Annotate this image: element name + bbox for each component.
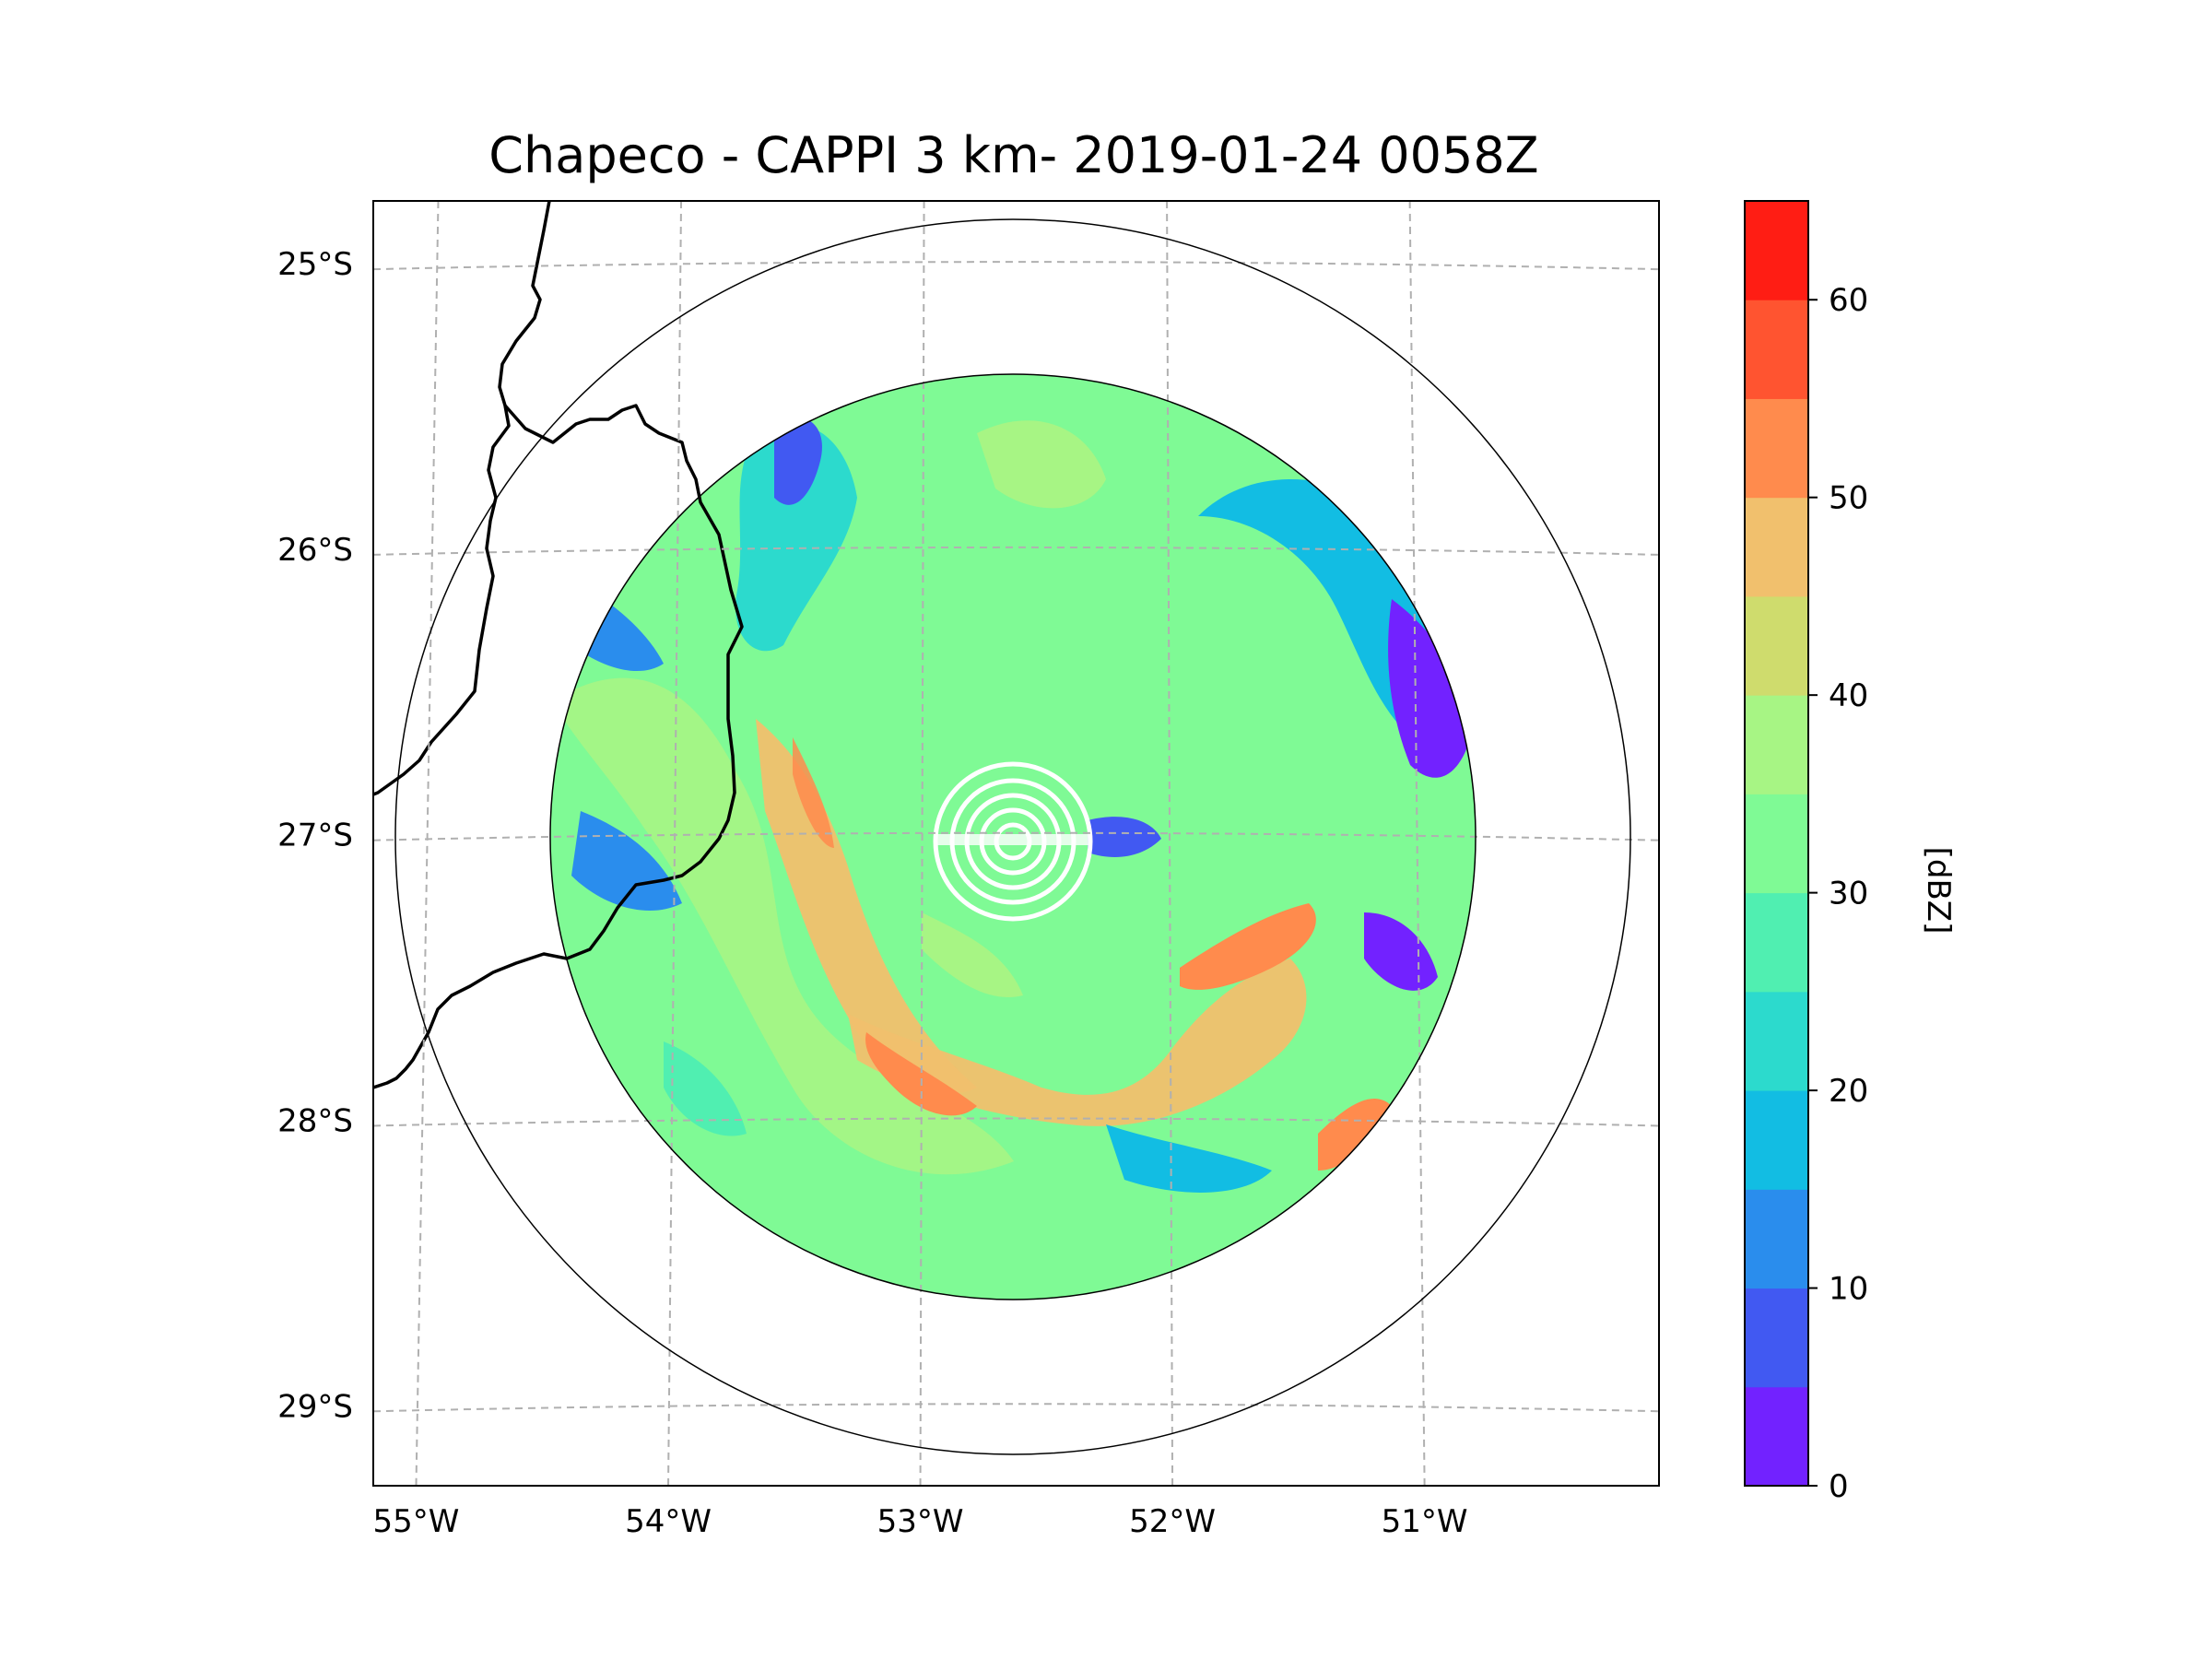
- colorbar-segment: [1745, 794, 1808, 894]
- colorbar-segment: [1745, 991, 1808, 1091]
- colorbar-segment: [1745, 1090, 1808, 1190]
- reflectivity-patch: [1088, 817, 1161, 857]
- colorbar-segment: [1745, 398, 1808, 499]
- colorbar-segment: [1745, 201, 1808, 300]
- range-ring-inner: [549, 373, 1477, 1300]
- longitude-tick-label: 55°W: [373, 1503, 460, 1540]
- reflectivity-patch: [1180, 903, 1316, 990]
- reflectivity-patch: [664, 1041, 747, 1136]
- reflectivity-patch: [848, 959, 1307, 1126]
- colorbar-tick-label: 60: [1829, 282, 1868, 319]
- reflectivity-patch: [735, 423, 857, 652]
- border-line: [373, 404, 744, 1089]
- colorbar-segment: [1745, 1386, 1808, 1487]
- chart-title: Chapeco - CAPPI 3 km- 2019-01-24 0058Z: [488, 126, 1538, 184]
- colorbar-label: [dBZ]: [1920, 847, 1957, 935]
- reflectivity-patch: [1106, 1124, 1272, 1193]
- colorbar-segment: [1745, 892, 1808, 993]
- range-ring-outer: [394, 218, 1631, 1455]
- colorbar: 0 10 20 30 40 50 60: [1744, 200, 1868, 1505]
- colorbar-tick-label: 30: [1829, 876, 1868, 912]
- latitude-tick-label: 27°S: [277, 818, 353, 854]
- colorbar-frame: [1744, 200, 1809, 1487]
- reflectivity-patch: [1364, 912, 1438, 991]
- meridian-line: [415, 201, 440, 1486]
- colorbar-tick-label: 20: [1829, 1073, 1868, 1110]
- colorbar-segment: [1745, 1189, 1808, 1289]
- longitude-tick-label: 52°W: [1129, 1503, 1216, 1540]
- reflectivity-patch: [553, 677, 1014, 1175]
- longitude-tick-label: 53°W: [877, 1503, 964, 1540]
- map-area: [373, 201, 1659, 1486]
- reflectivity-patch: [793, 737, 834, 848]
- colorbar-segment: [1745, 595, 1808, 696]
- colorbar-segment: [1745, 695, 1808, 794]
- reflectivity-patch: [774, 417, 822, 505]
- longitude-tick-label: 54°W: [625, 1503, 712, 1540]
- map-frame: [372, 200, 1660, 1487]
- latitude-tick-label: 26°S: [277, 532, 353, 569]
- border-line: [373, 201, 551, 796]
- colorbar-segment: [1745, 1288, 1808, 1388]
- latitude-tick-label: 29°S: [277, 1388, 353, 1425]
- parallel-line: [373, 1403, 1659, 1413]
- latitude-tick-label: 28°S: [277, 1102, 353, 1139]
- colorbar-segment: [1745, 497, 1808, 597]
- colorbar-tick-label: 40: [1829, 677, 1868, 714]
- parallel-line: [373, 261, 1659, 271]
- longitude-tick-label: 51°W: [1382, 1503, 1468, 1540]
- colorbar-tick-label: 0: [1829, 1468, 1849, 1505]
- reflectivity-patch: [1318, 1098, 1392, 1171]
- longitude-tick-labels: 55°W 54°W 53°W 52°W 51°W: [373, 1503, 1468, 1540]
- country-borders: [373, 201, 744, 1089]
- colorbar-tick-label: 50: [1829, 480, 1868, 517]
- reflectivity-patch: [977, 420, 1106, 509]
- latitude-tick-labels: 25°S 26°S 27°S 28°S 29°S: [277, 246, 353, 1425]
- reflectivity-patch: [922, 912, 1023, 997]
- latitude-tick-label: 25°S: [277, 246, 353, 283]
- colorbar-tick-label: 10: [1829, 1271, 1868, 1308]
- reflectivity-patch: [865, 1032, 977, 1116]
- reflectivity-field: [550, 374, 1476, 1300]
- reflectivity-patch: [1388, 599, 1475, 778]
- clutter-band: [935, 834, 1092, 845]
- colorbar-segment: [1745, 300, 1808, 399]
